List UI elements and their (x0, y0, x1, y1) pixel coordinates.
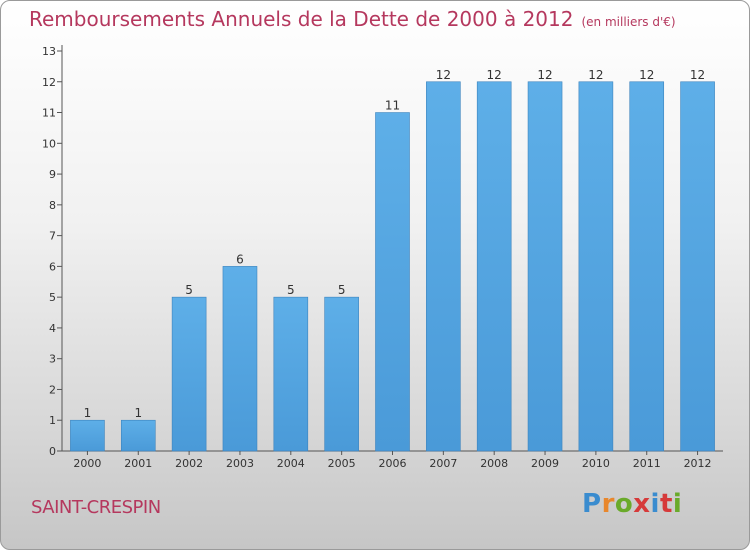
y-tick-label: 8 (49, 199, 56, 212)
y-tick-label: 4 (49, 322, 56, 335)
bar (324, 296, 359, 452)
x-tick-label: 2003 (226, 457, 254, 470)
x-tick-label: 2010 (582, 457, 610, 470)
bar (527, 81, 563, 452)
bar-value-label: 6 (236, 252, 244, 266)
bar-value-label: 12 (690, 68, 705, 82)
logo-letter: t (659, 489, 673, 519)
bar (70, 419, 105, 452)
y-tick-label: 12 (42, 76, 56, 89)
y-tick-label: 11 (42, 107, 56, 120)
bar-value-label: 1 (84, 406, 92, 420)
y-tick-label: 2 (49, 383, 56, 396)
bar-value-label: 12 (588, 68, 603, 82)
x-tick-label: 2004 (277, 457, 305, 470)
chart-title: Remboursements Annuels de la Dette de 20… (29, 7, 676, 31)
y-tick-label: 6 (49, 260, 56, 273)
y-tick-label: 9 (49, 168, 56, 181)
bar-value-label: 12 (639, 68, 654, 82)
x-tick-label: 2001 (124, 457, 152, 470)
logo-letter: r (601, 489, 615, 519)
y-tick-label: 0 (49, 445, 56, 458)
brand-logo: Proxiti (582, 489, 682, 519)
bar (426, 81, 461, 452)
x-tick-label: 2008 (480, 457, 508, 470)
x-tick-label: 2000 (73, 457, 101, 470)
bar-value-label: 12 (537, 68, 552, 82)
bar-value-label: 12 (436, 68, 451, 82)
bar (120, 419, 156, 452)
x-tick-label: 2002 (175, 457, 203, 470)
logo-letter: i (672, 489, 683, 519)
bar (578, 81, 614, 452)
place-name: SAINT-CRESPIN (31, 497, 161, 518)
bar (629, 81, 665, 452)
bar (222, 266, 258, 452)
x-tick-label: 2009 (531, 457, 559, 470)
bar (273, 296, 309, 452)
y-tick-label: 5 (49, 291, 56, 304)
y-tick-label: 7 (49, 230, 56, 243)
y-tick-label: 10 (42, 137, 56, 150)
bar-value-label: 11 (385, 99, 400, 113)
logo-letter: x (633, 489, 651, 519)
bar-value-label: 5 (338, 283, 346, 297)
bar (476, 81, 512, 452)
bar-value-label: 5 (287, 283, 295, 297)
x-tick-label: 2012 (684, 457, 712, 470)
logo-letter: P (582, 489, 602, 519)
logo-letter: i (650, 489, 660, 519)
chart-unit-note: (en milliers d'€) (581, 15, 676, 29)
y-tick-label: 3 (49, 353, 56, 366)
x-tick-label: 2006 (379, 457, 407, 470)
bar-value-label: 12 (487, 68, 502, 82)
bar (375, 112, 410, 452)
y-tick-label: 1 (49, 414, 56, 427)
bar (171, 296, 207, 452)
x-tick-label: 2011 (633, 457, 661, 470)
bar-value-label: 1 (134, 406, 142, 420)
x-tick-label: 2007 (429, 457, 457, 470)
bar-value-label: 5 (185, 283, 193, 297)
bar (680, 81, 715, 452)
logo-letter: o (614, 489, 634, 519)
x-tick-label: 2005 (328, 457, 356, 470)
y-tick-label: 13 (42, 45, 56, 58)
chart-title-text: Remboursements Annuels de la Dette de 20… (29, 7, 574, 31)
